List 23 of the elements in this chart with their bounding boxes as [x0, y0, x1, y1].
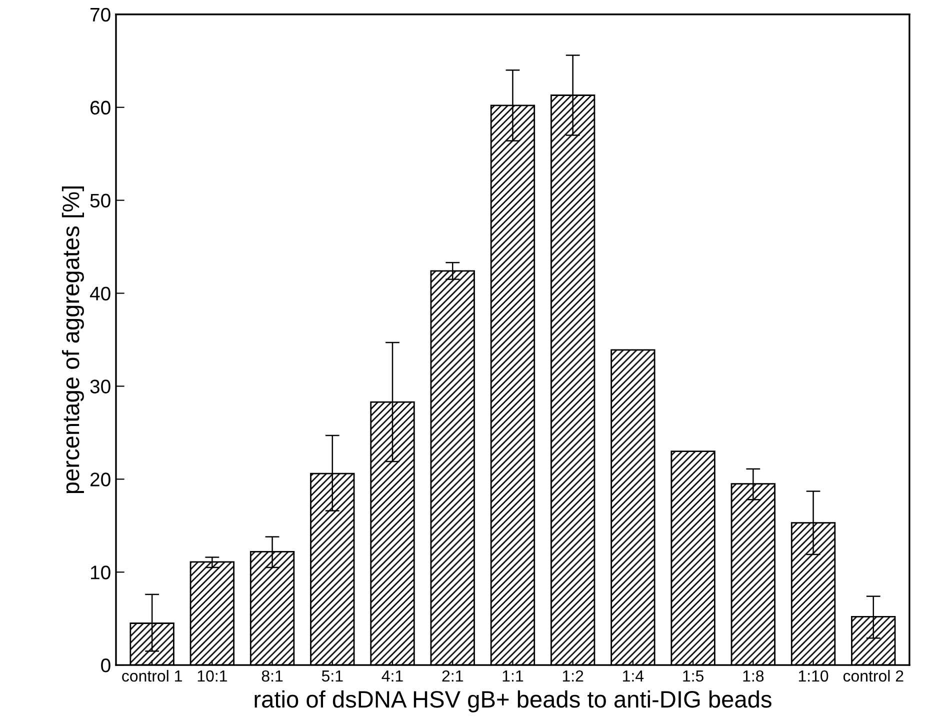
x-tick-label: 1:10 [798, 670, 828, 682]
x-tick-label: 1:4 [623, 670, 644, 682]
x-tick-label: 2:1 [442, 670, 463, 682]
x-tick-label: control 2 [843, 670, 904, 682]
x-tick-label: 1:5 [683, 670, 704, 682]
y-tick-label: 60 [90, 100, 110, 115]
y-tick-label: 20 [90, 472, 110, 486]
x-tick-label: 8:1 [262, 670, 283, 682]
x-tick-label: 10:1 [198, 670, 227, 682]
x-tick-label: 1:2 [562, 670, 584, 682]
y-tick-label: 30 [90, 380, 110, 394]
x-tick-label: 5:1 [322, 670, 343, 682]
y-tick-label: 40 [90, 286, 110, 300]
x-tick-label: 1:8 [743, 670, 764, 682]
x-tick-label: 1:1 [502, 670, 524, 682]
x-axis-title: ratio of dsDNA HSV gB+ beads to anti-DIG beads [254, 690, 772, 712]
y-tick-label: 50 [90, 194, 110, 208]
y-axis-title: percentage of aggregates [%] [62, 186, 84, 494]
y-tick-label: 10 [90, 566, 110, 580]
y-tick-label: 70 [90, 8, 110, 22]
y-tick-label: 0 [101, 658, 110, 672]
x-tick-label: 4:1 [382, 670, 403, 682]
x-tick-label: control 1 [122, 670, 182, 682]
